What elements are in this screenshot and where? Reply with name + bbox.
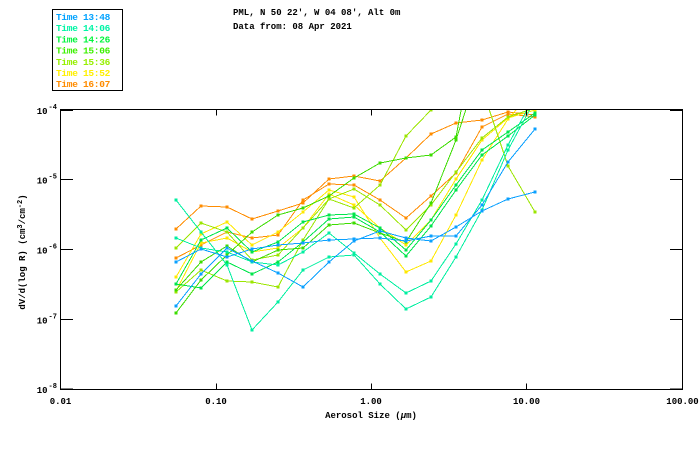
svg-text:100.00: 100.00 <box>666 397 698 407</box>
svg-text:Time 16:07: Time 16:07 <box>56 79 111 90</box>
svg-text:-6: -6 <box>49 244 57 252</box>
svg-text:10: 10 <box>37 107 48 117</box>
svg-text:PML, N 50 22', W 04 08', Alt 0: PML, N 50 22', W 04 08', Alt 0m <box>233 8 401 18</box>
svg-text:dV/d(log R) (cm3/cm-2): dV/d(log R) (cm3/cm-2) <box>17 194 28 309</box>
svg-text:10: 10 <box>37 317 48 327</box>
svg-text:Aerosol Size (μm): Aerosol Size (μm) <box>325 411 417 421</box>
svg-text:-7: -7 <box>49 314 57 322</box>
svg-text:0.10: 0.10 <box>205 397 227 407</box>
svg-text:10: 10 <box>37 247 48 257</box>
svg-text:10: 10 <box>37 177 48 187</box>
svg-text:Time 14:06: Time 14:06 <box>56 23 111 34</box>
svg-text:Time 15:52: Time 15:52 <box>56 68 111 79</box>
svg-text:Time 15:06: Time 15:06 <box>56 46 111 57</box>
svg-text:Time 14:26: Time 14:26 <box>56 34 111 45</box>
svg-text:-8: -8 <box>49 383 57 391</box>
svg-text:Time 13:48: Time 13:48 <box>56 12 111 23</box>
svg-text:10.00: 10.00 <box>513 397 540 407</box>
svg-text:-4: -4 <box>49 104 57 112</box>
svg-text:Data from: 08 Apr 2021: Data from: 08 Apr 2021 <box>233 22 352 32</box>
svg-text:-5: -5 <box>49 174 57 182</box>
svg-text:Time 15:36: Time 15:36 <box>56 57 111 68</box>
svg-text:10: 10 <box>37 386 48 396</box>
svg-text:1.00: 1.00 <box>360 397 382 407</box>
svg-text:0.01: 0.01 <box>50 397 72 407</box>
